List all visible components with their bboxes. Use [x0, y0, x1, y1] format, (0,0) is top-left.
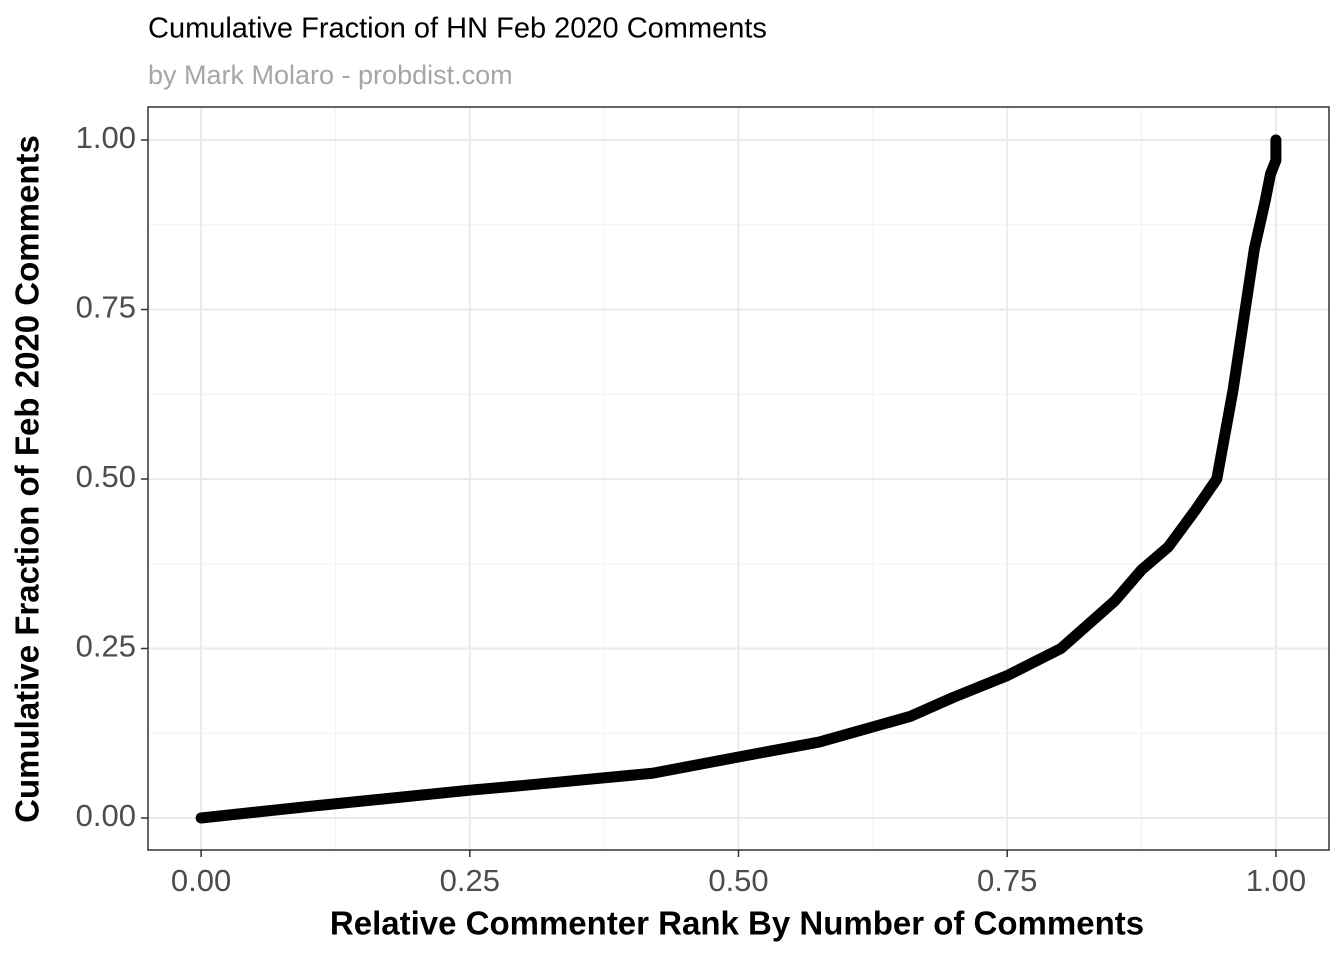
point: [1002, 670, 1013, 681]
point: [1136, 564, 1147, 575]
point: [464, 785, 475, 796]
x-tick-label: 1.00: [1246, 863, 1306, 898]
point: [1163, 541, 1174, 552]
x-axis-title: Relative Commenter Rank By Number of Com…: [330, 905, 1144, 942]
point: [1265, 168, 1276, 179]
point: [814, 737, 825, 748]
point: [647, 768, 658, 779]
point: [1260, 196, 1271, 207]
point: [948, 692, 959, 703]
x-tick-label: 0.75: [977, 863, 1037, 898]
y-tick-label: 1.00: [76, 120, 136, 155]
chart-title: Cumulative Fraction of HN Feb 2020 Comme…: [148, 13, 767, 45]
point: [1270, 135, 1281, 146]
point: [518, 780, 529, 791]
x-tick-label: 0.50: [708, 863, 768, 898]
point: [1190, 505, 1201, 516]
point: [1227, 385, 1238, 396]
y-tick-label: 0.75: [76, 290, 136, 325]
point: [303, 801, 314, 812]
y-tick-label: 0.25: [76, 629, 136, 664]
point: [905, 711, 916, 722]
point: [411, 790, 422, 801]
point: [1109, 596, 1120, 607]
point: [733, 751, 744, 762]
point: [1249, 243, 1260, 254]
x-tick-label: 0.00: [171, 863, 231, 898]
y-tick-label: 0.00: [76, 798, 136, 833]
point: [1211, 474, 1222, 485]
y-axis-title: Cumulative Fraction of Feb 2020 Comments: [9, 135, 46, 823]
chart-subtitle: by Mark Molaro - probdist.com: [148, 60, 513, 90]
y-tick-label: 0.50: [76, 459, 136, 494]
plot-border: [147, 106, 1330, 851]
point: [196, 812, 207, 823]
point: [1270, 148, 1281, 159]
x-tick-label: 0.25: [440, 863, 500, 898]
point: [1238, 314, 1249, 325]
point: [1055, 643, 1066, 654]
